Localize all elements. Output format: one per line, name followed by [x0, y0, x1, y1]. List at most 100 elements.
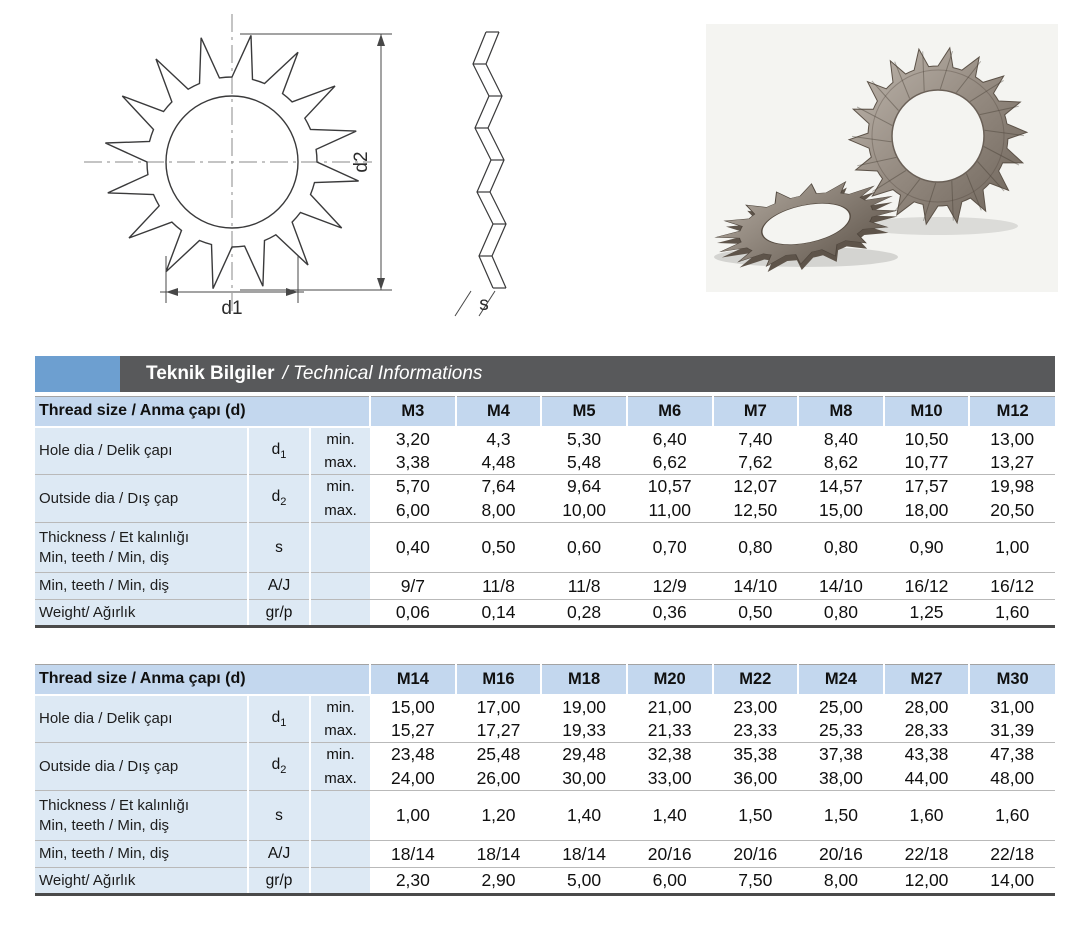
value-cell: 25,33: [798, 718, 884, 743]
size-column-header: M10: [882, 396, 970, 428]
value-cell: 28,00: [883, 694, 970, 719]
minmax-cell: min.: [309, 694, 371, 719]
value-cell: 35,38: [712, 742, 799, 767]
washer-hole-circle: [165, 95, 299, 229]
value-cell: 1,50: [712, 790, 799, 841]
size-column-header: M5: [540, 396, 627, 428]
value-cell: 10,00: [541, 498, 627, 523]
value-cell: 10,50: [883, 426, 970, 451]
value-cell: 14/10: [712, 572, 799, 600]
value-cell: 16/12: [969, 572, 1055, 600]
row-label: Hole dia / Delik çapı: [35, 426, 249, 475]
symbol-cell: s: [247, 790, 311, 841]
minmax-cell: min.: [309, 742, 371, 767]
value-cell: 11/8: [541, 572, 627, 600]
size-column-header: M30: [968, 664, 1055, 696]
value-cell: 0,40: [370, 522, 456, 573]
spec-table: Thread size / Anma çapı (d) M14 M16 M18 M20 M…: [35, 664, 1055, 896]
value-cell: 38,00: [798, 766, 884, 791]
size-column-header: M3: [369, 396, 456, 428]
section-title-tr: Teknik Bilgiler: [146, 363, 275, 384]
table-row: Hole dia / Delik çapı d1 min. 3,20 4,3 5,30 6,…: [35, 426, 1055, 475]
value-cell: 1,40: [626, 790, 713, 841]
value-cell: 47,38: [969, 742, 1055, 767]
washer-tooth-facet: [983, 146, 1020, 166]
washer-tooth-facet: [923, 182, 937, 221]
value-cell: 12/9: [626, 572, 713, 600]
value-cell: 1,00: [969, 522, 1055, 573]
table-row: max. 24,00 26,00 30,00 33,00 36,00 38,00 44,00 4…: [35, 766, 1055, 791]
symbol-cell: A/J: [247, 840, 311, 868]
value-cell: 15,27: [370, 718, 456, 743]
value-cell: 1,60: [969, 790, 1055, 841]
minmax-cell: min.: [309, 426, 371, 451]
size-column-header: M12: [968, 396, 1055, 428]
table-row: Weight/ Ağırlık gr/p 0,06 0,14 0,28 0,36 0,50 0…: [35, 599, 1055, 627]
front-view-drawing: [84, 14, 392, 312]
value-cell: 0,80: [798, 522, 884, 573]
value-cell: 0,80: [798, 599, 884, 627]
washer-tooth-facet: [979, 105, 1019, 116]
d1-dimension-label: d1: [221, 298, 242, 319]
value-cell: 0,60: [541, 522, 627, 573]
s-leader-line-right: [478, 290, 496, 317]
value-cell: 12,00: [883, 867, 970, 895]
minmax-cell: max.: [309, 718, 371, 743]
value-cell: 8,00: [798, 867, 884, 895]
symbol-cell: d2: [247, 742, 311, 791]
table-row: Hole dia / Delik çapı d1 min. 15,00 17,00 19,…: [35, 694, 1055, 743]
size-column-header: M22: [711, 664, 799, 696]
value-cell: 20/16: [626, 840, 713, 868]
value-cell: 10,57: [626, 474, 713, 499]
washer-teeth-base-ring: [871, 69, 1005, 203]
value-cell: 37,38: [798, 742, 884, 767]
table-header-row: Thread size / Anma çapı (d) M3 M4 M5 M6 M7 M8 M…: [35, 396, 1055, 428]
table-row: Outside dia / Dış çap d2 min. 23,48 25,48 29,…: [35, 742, 1055, 791]
value-cell: 6,00: [370, 498, 456, 523]
value-cell: 1,60: [883, 790, 970, 841]
washer-tooth-facet: [922, 51, 925, 92]
value-cell: 5,48: [541, 450, 627, 475]
header-title-bar: Teknik Bilgiler / Technical Informations: [120, 356, 1055, 392]
minmax-cell: [309, 867, 371, 895]
thread-size-header: Thread size / Anma çapı (d): [35, 396, 371, 428]
value-cell: 29,48: [541, 742, 627, 767]
minmax-cell: [309, 522, 371, 573]
size-column-header: M27: [882, 664, 970, 696]
value-cell: 9,64: [541, 474, 627, 499]
value-cell: 20,50: [969, 498, 1055, 523]
value-cell: 22/18: [969, 840, 1055, 868]
washer-tooth-facet: [894, 178, 921, 212]
value-cell: 31,39: [969, 718, 1055, 743]
size-column-header: M4: [454, 396, 542, 428]
value-cell: 23,33: [712, 718, 799, 743]
value-cell: 0,50: [455, 522, 542, 573]
value-cell: 2,90: [455, 867, 542, 895]
side-profile-left-edge: [472, 31, 494, 289]
symbol-cell: d1: [247, 694, 311, 743]
side-view-drawing: [454, 31, 507, 317]
value-cell: 43,38: [883, 742, 970, 767]
size-column-header: M20: [625, 664, 713, 696]
product-photo: [706, 24, 1058, 292]
value-cell: 14,00: [969, 867, 1055, 895]
table-header-row: Thread size / Anma çapı (d) M14 M16 M18 M20 M…: [35, 664, 1055, 696]
row-label: Outside dia / Dış çap: [35, 742, 249, 791]
washer-tooth-facet: [939, 51, 953, 90]
value-cell: 16/12: [883, 572, 970, 600]
table-row: Outside dia / Dış çap d2 min. 5,70 7,64 9,64 1…: [35, 474, 1055, 523]
value-cell: 14,57: [798, 474, 884, 499]
minmax-cell: [309, 599, 371, 627]
value-cell: 0,14: [455, 599, 542, 627]
minmax-cell: [309, 840, 371, 868]
washer-tooth-facet: [857, 156, 897, 167]
minmax-cell: max.: [309, 450, 371, 475]
value-cell: 7,64: [455, 474, 542, 499]
value-cell: 18/14: [370, 840, 456, 868]
value-cell: 44,00: [883, 766, 970, 791]
value-cell: 25,48: [455, 742, 542, 767]
washer-teeth-outline: [105, 35, 359, 289]
value-cell: 21,33: [626, 718, 713, 743]
value-cell: 19,98: [969, 474, 1055, 499]
symbol-cell: d2: [247, 474, 311, 523]
